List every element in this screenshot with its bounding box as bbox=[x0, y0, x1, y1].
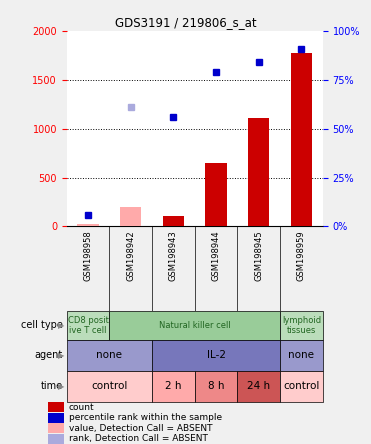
Text: control: control bbox=[91, 381, 128, 391]
Text: percentile rank within the sample: percentile rank within the sample bbox=[69, 413, 222, 422]
Bar bbox=[48, 423, 64, 433]
Text: GDS3191 / 219806_s_at: GDS3191 / 219806_s_at bbox=[115, 16, 256, 28]
Text: GSM198958: GSM198958 bbox=[83, 231, 93, 281]
Text: rank, Detection Call = ABSENT: rank, Detection Call = ABSENT bbox=[69, 434, 208, 443]
Text: none: none bbox=[288, 350, 315, 360]
Bar bbox=[163, 216, 184, 226]
Text: value, Detection Call = ABSENT: value, Detection Call = ABSENT bbox=[69, 424, 212, 433]
Bar bbox=[237, 371, 280, 402]
Bar bbox=[109, 311, 280, 340]
Text: agent: agent bbox=[35, 350, 63, 360]
Text: GSM198959: GSM198959 bbox=[297, 231, 306, 281]
Bar bbox=[206, 163, 227, 226]
Bar bbox=[280, 340, 323, 371]
Bar bbox=[48, 434, 64, 444]
Text: IL-2: IL-2 bbox=[207, 350, 226, 360]
Bar bbox=[67, 311, 109, 340]
Bar bbox=[48, 412, 64, 423]
Text: 24 h: 24 h bbox=[247, 381, 270, 391]
Bar bbox=[152, 340, 280, 371]
Bar bbox=[248, 118, 269, 226]
Bar bbox=[120, 207, 141, 226]
Text: time: time bbox=[41, 381, 63, 391]
Text: Natural killer cell: Natural killer cell bbox=[159, 321, 231, 330]
Text: GSM198942: GSM198942 bbox=[126, 231, 135, 281]
Bar bbox=[280, 371, 323, 402]
Text: GSM198945: GSM198945 bbox=[254, 231, 263, 281]
Text: 2 h: 2 h bbox=[165, 381, 182, 391]
Text: none: none bbox=[96, 350, 122, 360]
Text: control: control bbox=[283, 381, 320, 391]
Text: GSM198944: GSM198944 bbox=[211, 231, 221, 281]
Bar bbox=[152, 371, 195, 402]
Bar bbox=[195, 371, 237, 402]
Text: ▶: ▶ bbox=[58, 321, 65, 330]
Bar bbox=[48, 402, 64, 412]
Text: ▶: ▶ bbox=[58, 382, 65, 391]
Bar bbox=[67, 340, 152, 371]
Text: ▶: ▶ bbox=[58, 351, 65, 360]
Text: cell type: cell type bbox=[21, 320, 63, 330]
Text: CD8 posit
ive T cell: CD8 posit ive T cell bbox=[68, 316, 109, 335]
Text: count: count bbox=[69, 403, 94, 412]
Bar bbox=[291, 52, 312, 226]
Text: 8 h: 8 h bbox=[208, 381, 224, 391]
Text: lymphoid
tissues: lymphoid tissues bbox=[282, 316, 321, 335]
Bar bbox=[78, 223, 99, 226]
Bar bbox=[67, 371, 152, 402]
Bar bbox=[280, 311, 323, 340]
Text: GSM198943: GSM198943 bbox=[169, 231, 178, 281]
